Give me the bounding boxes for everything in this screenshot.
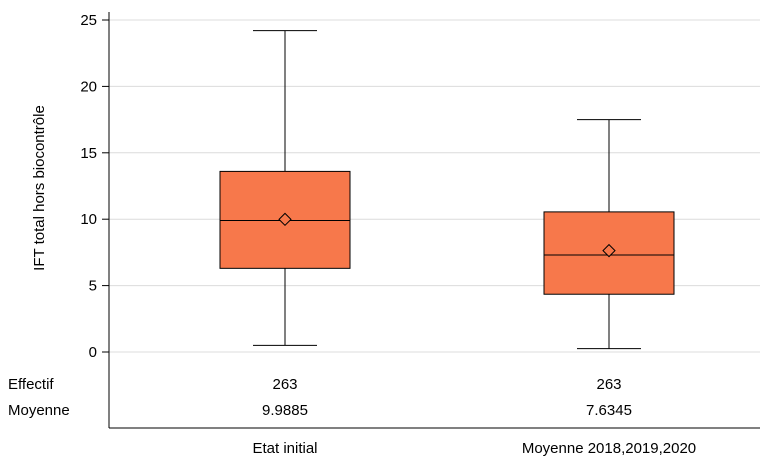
y-axis-title: IFT total hors biocontrôle bbox=[31, 105, 48, 271]
y-tick-label: 25 bbox=[80, 12, 97, 29]
stats-value: 263 bbox=[272, 376, 297, 393]
mean-diamond-marker bbox=[278, 212, 292, 227]
y-tick-label: 0 bbox=[89, 344, 97, 361]
y-tick-label: 15 bbox=[80, 145, 97, 162]
y-tick-label: 10 bbox=[80, 211, 97, 228]
y-axis-ticks: 0 5 10 15 20 25 bbox=[80, 12, 109, 361]
stats-table: Effectif 263 263 Moyenne 9.9885 7.6345 bbox=[8, 376, 632, 419]
y-tick-label: 20 bbox=[80, 78, 97, 95]
x-category-label: Etat initial bbox=[252, 440, 317, 457]
x-axis-category-labels: Etat initial Moyenne 2018,2019,2020 bbox=[252, 440, 696, 457]
stats-value: 263 bbox=[596, 376, 621, 393]
stats-row-label: Moyenne bbox=[8, 402, 70, 419]
box-2 bbox=[543, 119, 675, 350]
stats-row-label: Effectif bbox=[8, 376, 54, 393]
gridlines bbox=[109, 19, 760, 353]
mean-diamond-marker bbox=[602, 243, 616, 258]
box-1 bbox=[219, 30, 351, 346]
boxes bbox=[219, 30, 675, 350]
x-category-label: Moyenne 2018,2019,2020 bbox=[522, 440, 696, 457]
stats-value: 9.9885 bbox=[262, 402, 308, 419]
y-tick-label: 5 bbox=[89, 278, 97, 295]
stats-value: 7.6345 bbox=[586, 402, 632, 419]
